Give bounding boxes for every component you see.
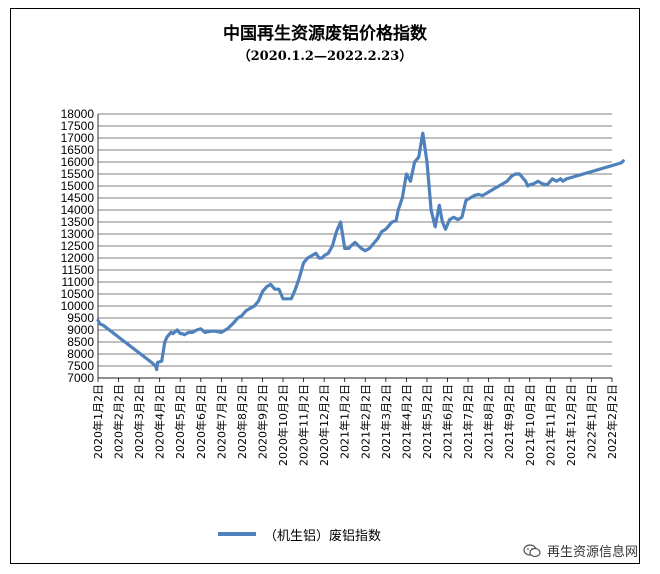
x-tick-label: 2022年1月2日 [584,384,598,459]
y-tick-label: 15500 [61,167,95,181]
y-tick-label: 16500 [61,143,95,157]
y-tick-label: 17500 [61,119,95,133]
x-tick-label: 2021年12月2日 [564,384,578,466]
x-tick-label: 2020年1月2日 [91,384,105,459]
legend-swatch [218,532,256,536]
y-tick-label: 13000 [61,227,95,241]
y-tick-label: 11000 [62,275,95,289]
series-line [96,131,625,372]
x-tick-label: 2020年8月2日 [235,384,249,459]
x-tick-label: 2020年5月2日 [173,384,187,459]
watermark: 再生资源信息网 [523,541,638,560]
y-tick-label: 9500 [67,311,94,325]
x-tick-label: 2021年6月2日 [441,384,455,459]
y-tick-label: 13500 [61,215,95,229]
x-tick-label: 2020年10月2日 [276,384,290,466]
chart-subtitle: （2020.1.2—2022.2.23） [237,49,413,64]
y-tick-label: 8500 [67,335,94,349]
x-tick-label: 2021年1月2日 [338,384,352,459]
y-tick-label: 11500 [62,263,95,277]
x-tick-label: 2020年3月2日 [132,384,146,459]
x-tick-label: 2020年7月2日 [214,384,228,459]
x-tick-label: 2021年10月2日 [523,384,537,466]
x-tick-label: 2020年11月2日 [297,384,311,466]
x-tick-label: 2022年2月2日 [605,384,619,459]
y-tick-label: 10000 [61,299,95,313]
x-tick-label: 2020年4月2日 [153,384,167,459]
legend: （机生铝）废铝指数 [218,524,381,544]
watermark-text: 再生资源信息网 [546,545,638,560]
y-tick-label: 12000 [61,251,95,265]
y-tick-label: 12500 [61,239,95,253]
chart-frame: 中国再生资源废铝价格指数 （2020.1.2—2022.2.23） [10,8,640,564]
x-tick-label: 2021年2月2日 [358,384,372,459]
x-tick-label: 2020年2月2日 [112,384,126,459]
y-tick-label: 16000 [61,155,95,169]
y-tick-label: 8000 [67,347,94,361]
y-tick-label: 18000 [61,107,95,121]
x-tick-label: 2021年11月2日 [543,384,557,466]
x-tick-label: 2020年6月2日 [194,384,208,459]
y-tick-label: 17000 [61,131,95,145]
y-tick-label: 14500 [61,191,95,205]
y-tick-label: 14000 [61,203,95,217]
x-tick-label: 2021年3月2日 [379,384,393,459]
x-tick-label: 2021年5月2日 [420,384,434,459]
wechat-icon [523,543,541,557]
x-tick-label: 2021年7月2日 [461,384,475,459]
y-tick-label: 15000 [61,179,95,193]
y-tick-label: 7500 [67,359,94,373]
legend-label: （机生铝）废铝指数 [264,528,382,544]
y-tick-label: 9000 [67,323,94,337]
y-tick-label: 7000 [67,371,94,385]
chart-title: 中国再生资源废铝价格指数 [223,24,427,44]
x-tick-label: 2021年8月2日 [482,384,496,459]
y-tick-label: 10500 [61,287,95,301]
x-tick-label: 2021年4月2日 [399,384,413,459]
x-tick-label: 2021年9月2日 [502,384,516,459]
x-tick-label: 2020年12月2日 [317,384,331,466]
x-tick-label: 2020年9月2日 [255,384,269,459]
